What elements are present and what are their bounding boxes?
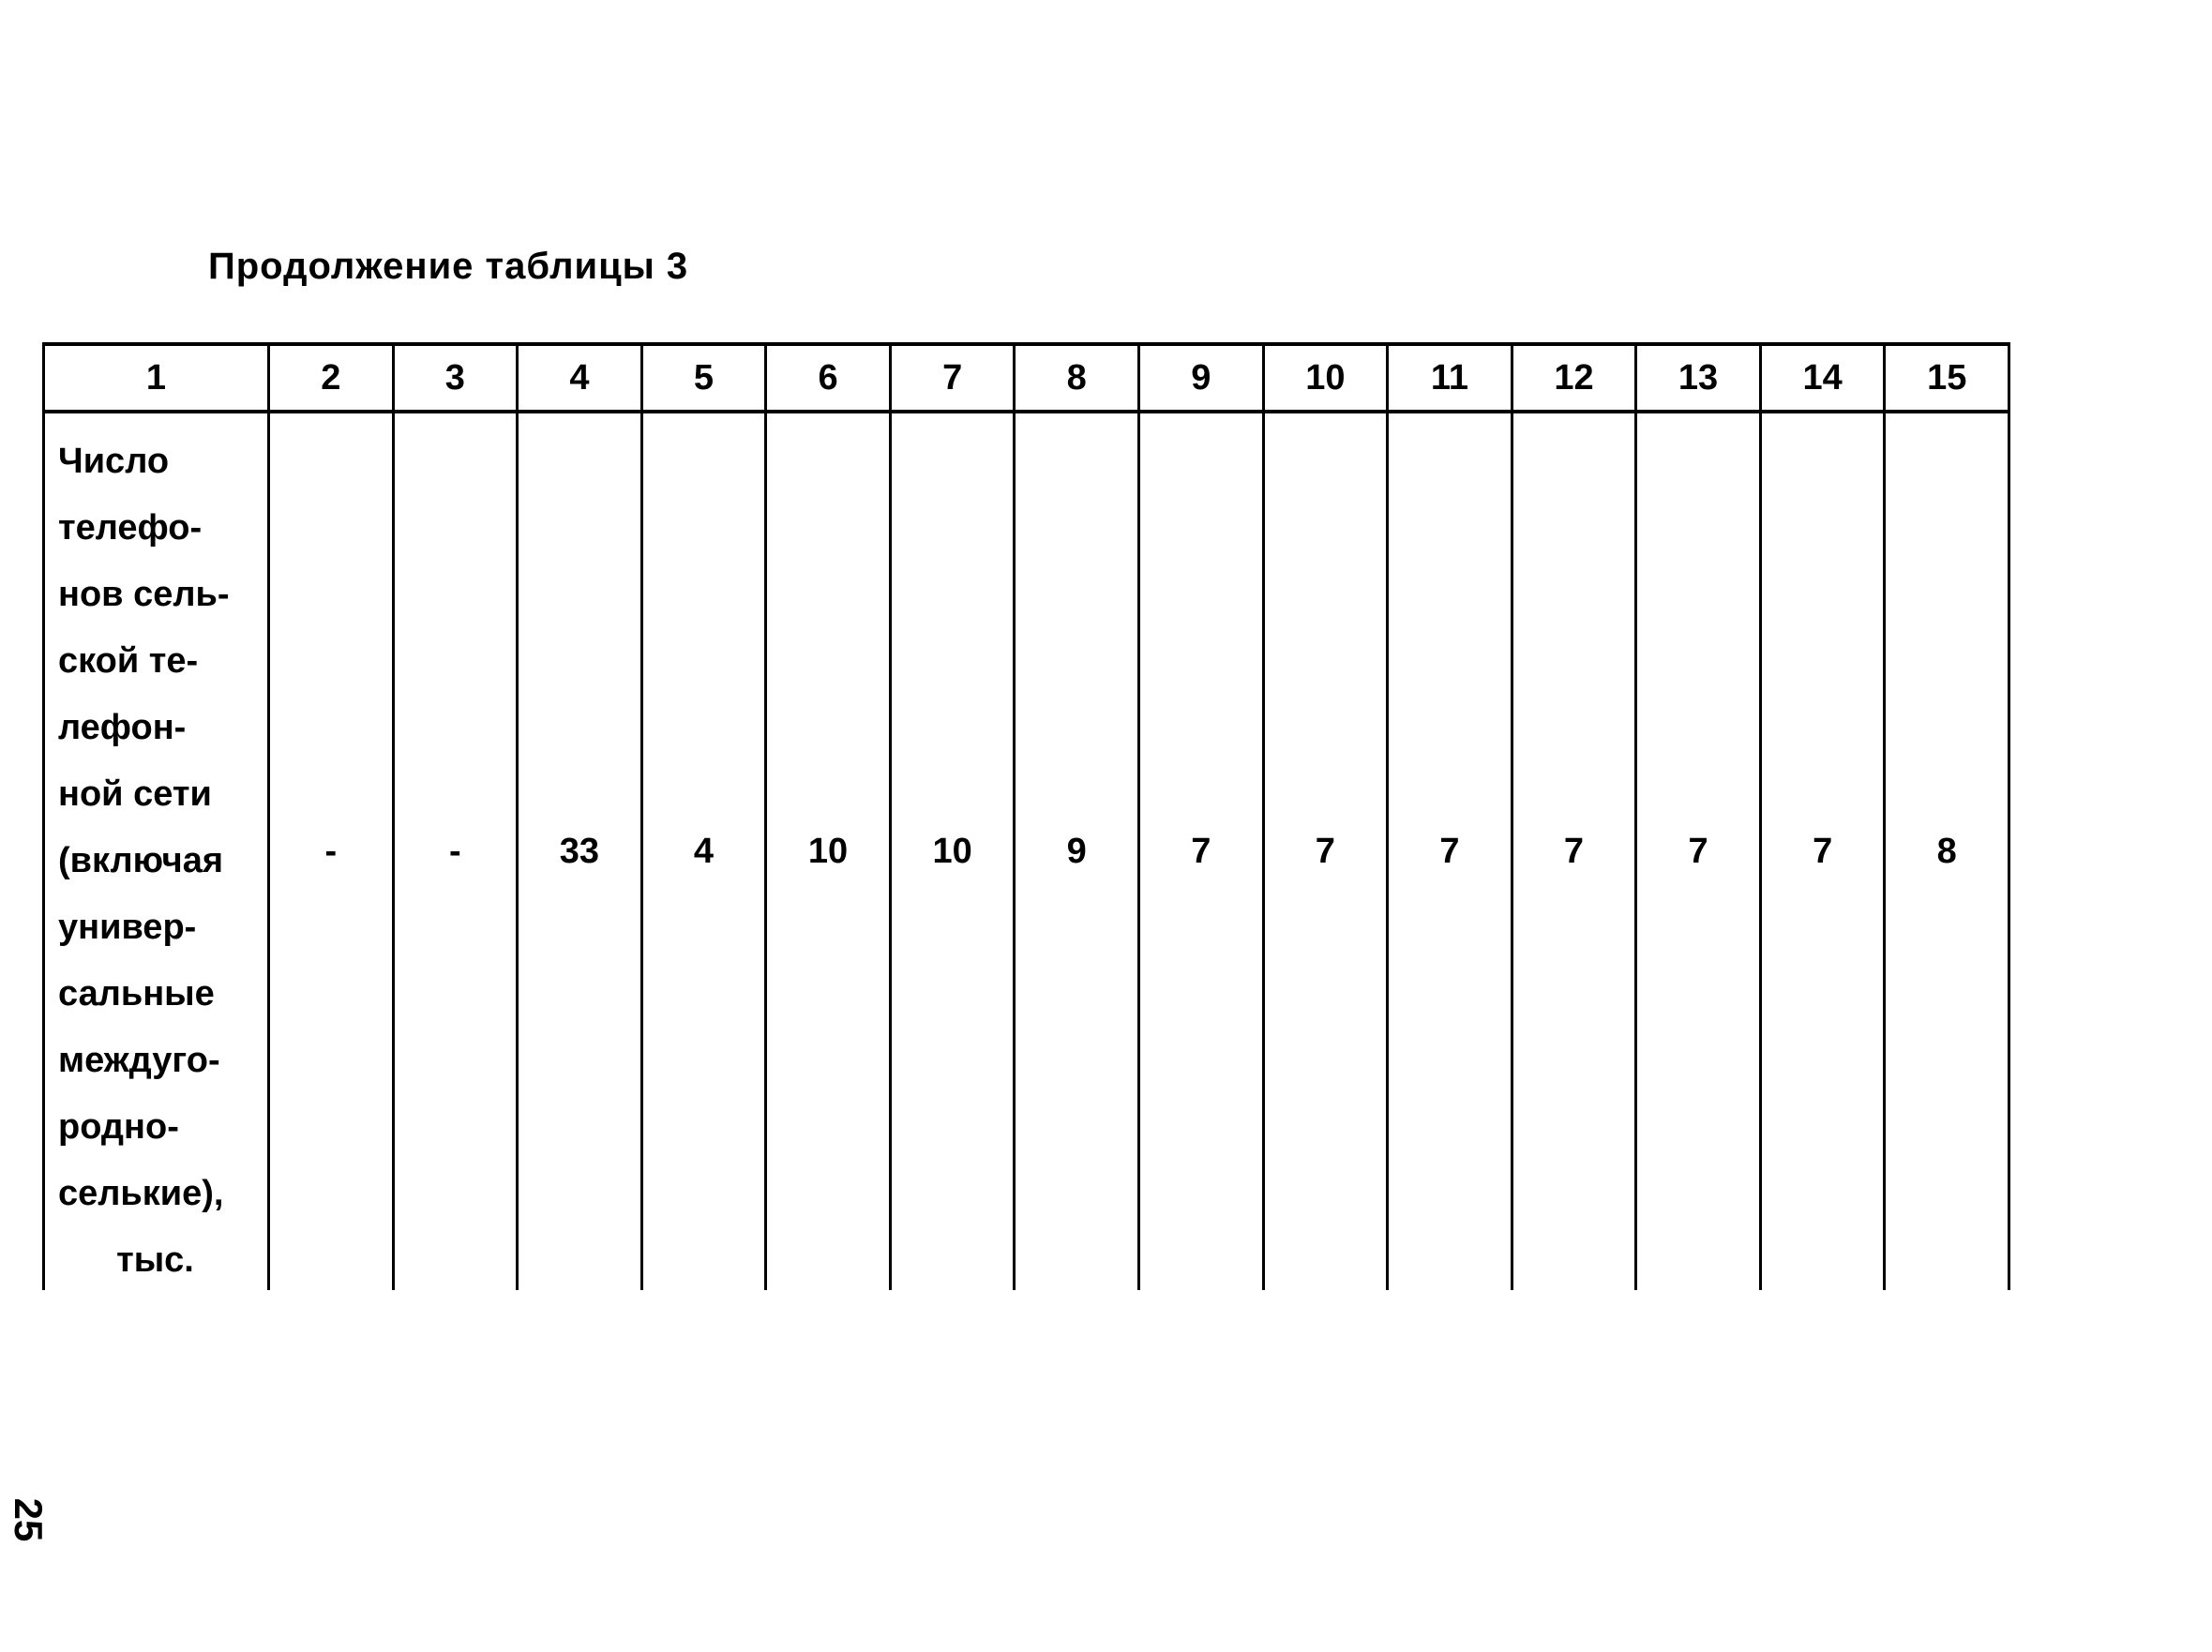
row-label-line: ной сети	[58, 774, 212, 814]
row-label-line: (включая	[58, 841, 224, 880]
value-cell-8: 9	[1016, 413, 1140, 1290]
row-label-line: ской те-	[58, 641, 199, 681]
header-cell-5: 5	[643, 346, 768, 410]
row-label-cell: Число телефо- нов сель- ской те- лефон- …	[45, 413, 270, 1290]
header-cell-14: 14	[1762, 346, 1887, 410]
table-3-continuation: 1 2 3 4 5 6 7 8 9 10 11 12 13 14 15 Числ…	[42, 342, 2010, 1290]
header-cell-7: 7	[892, 346, 1016, 410]
header-cell-12: 12	[1513, 346, 1638, 410]
page-title: Продолжение таблицы 3	[208, 246, 689, 287]
row-label-line: Число	[58, 442, 170, 481]
row-label-line: сальные	[58, 974, 215, 1014]
row-label-line: тыс.	[116, 1240, 194, 1280]
value-cell-6: 10	[767, 413, 892, 1290]
value-cell-13: 7	[1637, 413, 1762, 1290]
header-cell-10: 10	[1265, 346, 1390, 410]
page-number: 25	[7, 1497, 51, 1542]
row-label-line: телефо-	[58, 508, 203, 548]
row-label-line: универ-	[58, 908, 197, 947]
value-cell-15: 8	[1886, 413, 2010, 1290]
value-cell-12: 7	[1513, 413, 1638, 1290]
header-cell-13: 13	[1637, 346, 1762, 410]
header-cell-15: 15	[1886, 346, 2010, 410]
table-data-row: Число телефо- нов сель- ской те- лефон- …	[45, 413, 2010, 1290]
value-cell-9: 7	[1140, 413, 1265, 1290]
value-cell-10: 7	[1265, 413, 1390, 1290]
row-label-line: родно-	[58, 1107, 179, 1147]
header-cell-6: 6	[767, 346, 892, 410]
row-label-line: селькие),	[58, 1174, 224, 1213]
value-cell-3: -	[395, 413, 519, 1290]
row-label-line: нов сель-	[58, 575, 230, 614]
header-cell-4: 4	[519, 346, 643, 410]
header-cell-11: 11	[1389, 346, 1513, 410]
value-cell-7: 10	[892, 413, 1016, 1290]
value-cell-2: -	[270, 413, 395, 1290]
value-cell-5: 4	[643, 413, 768, 1290]
value-cell-4: 33	[519, 413, 643, 1290]
header-cell-9: 9	[1140, 346, 1265, 410]
row-label-line: лефон-	[58, 708, 187, 747]
header-cell-2: 2	[270, 346, 395, 410]
header-cell-1: 1	[45, 346, 270, 410]
table-header-row: 1 2 3 4 5 6 7 8 9 10 11 12 13 14 15	[45, 342, 2010, 413]
value-cell-11: 7	[1389, 413, 1513, 1290]
row-label-line: междуго-	[58, 1041, 220, 1080]
header-cell-3: 3	[395, 346, 519, 410]
value-cell-14: 7	[1762, 413, 1887, 1290]
header-cell-8: 8	[1016, 346, 1140, 410]
